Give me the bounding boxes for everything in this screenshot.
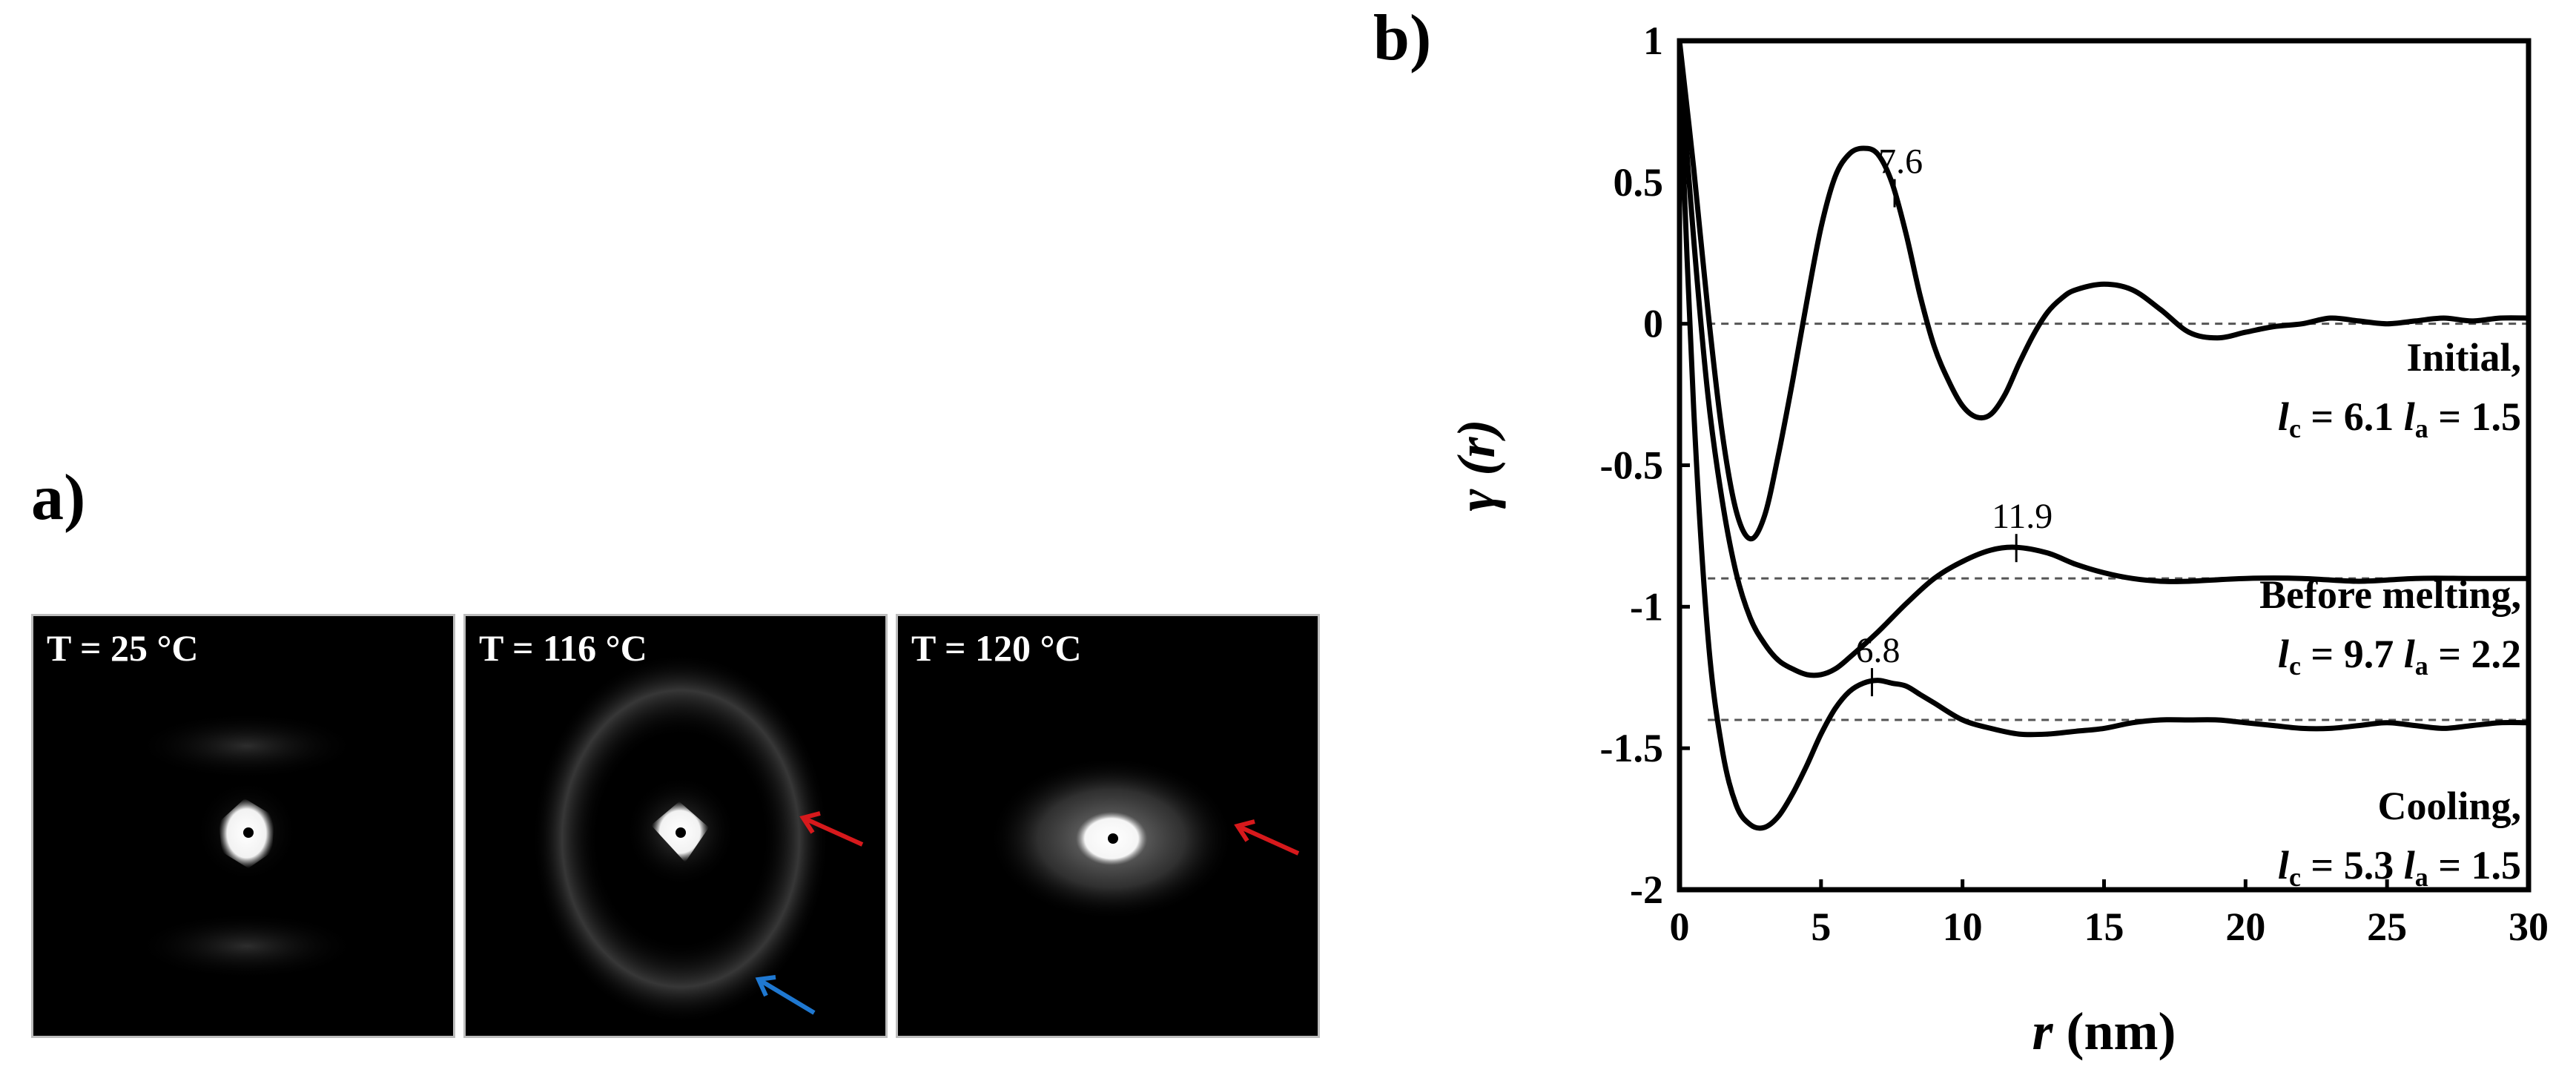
saxs-image-25c [136,713,358,979]
panel-label-a: a) [31,462,86,534]
series-line-2 [1677,69,2529,831]
series-name-1: Before melting, [2259,572,2521,617]
pattern-temperature: T = 116 °C [479,627,647,669]
x-tick-label-6: 30 [2509,905,2549,949]
axis-layer: 10.50-0.5-1-1.5-20 5 10 15 20 25 30r (nm)γ (r) [1447,19,2549,1061]
x-tick-label-4: 20 [2225,905,2265,949]
pattern-temperature: T = 25 °C [47,627,199,669]
y-tick-label-5: -1.5 [1600,726,1663,770]
panel-label-b: b) [1373,2,1432,74]
peak-label-2: 6.8 [1856,631,1900,670]
y-axis-title: γ (r) [1447,420,1506,512]
correlation-function-chart: 10.50-0.5-1-1.5-20 5 10 15 20 25 30r (nm)γ (r)… [1447,19,2549,1061]
label-layer: 7.6 11.9 6.8 Initial, lc = 6.1 la = 1.5 Befor… [1856,142,2521,892]
x-tick-label-2: 10 [1943,905,1983,949]
y-tick-label-6: -2 [1630,867,1663,912]
red-arrow [1234,819,1300,856]
peak-label-1: 11.9 [1992,497,2052,536]
series-params-1: lc = 9.7 la = 2.2 [2278,632,2521,681]
y-tick-label-0: 1 [1643,19,1663,63]
blue-arrow [755,975,816,1015]
red-arrow [799,811,864,847]
x-tick-label-3: 15 [2084,905,2124,949]
x-tick-label-1: 5 [1811,905,1831,949]
series-name-0: Initial, [2406,335,2521,380]
series-layer [1677,40,2529,831]
saxs-image-120c [989,757,1300,920]
x-tick-label-0: 0 [1670,905,1690,949]
saxs-pattern-25c: T = 25 °C [31,614,455,1038]
peak-label-0: 7.6 [1878,142,1923,182]
series-params-2: lc = 5.3 la = 1.5 [2278,843,2521,892]
y-tick-label-4: -1 [1630,584,1663,629]
y-tick-label-2: 0 [1643,302,1663,346]
saxs-pattern-120c: T = 120 °C [896,614,1320,1038]
x-axis-title: r (nm) [2032,1002,2176,1061]
pattern-temperature: T = 120 °C [911,627,1082,669]
saxs-image-116c [532,653,864,1024]
series-name-2: Cooling, [2377,784,2521,828]
x-tick-label-5: 25 [2367,905,2407,949]
series-line-1 [1677,54,2529,678]
y-tick-label-1: 0.5 [1614,160,1664,205]
saxs-pattern-116c: T = 116 °C [463,614,888,1038]
series-line-0 [1677,40,2529,542]
series-params-0: lc = 6.1 la = 1.5 [2278,394,2521,443]
y-tick-label-3: -0.5 [1600,443,1663,488]
